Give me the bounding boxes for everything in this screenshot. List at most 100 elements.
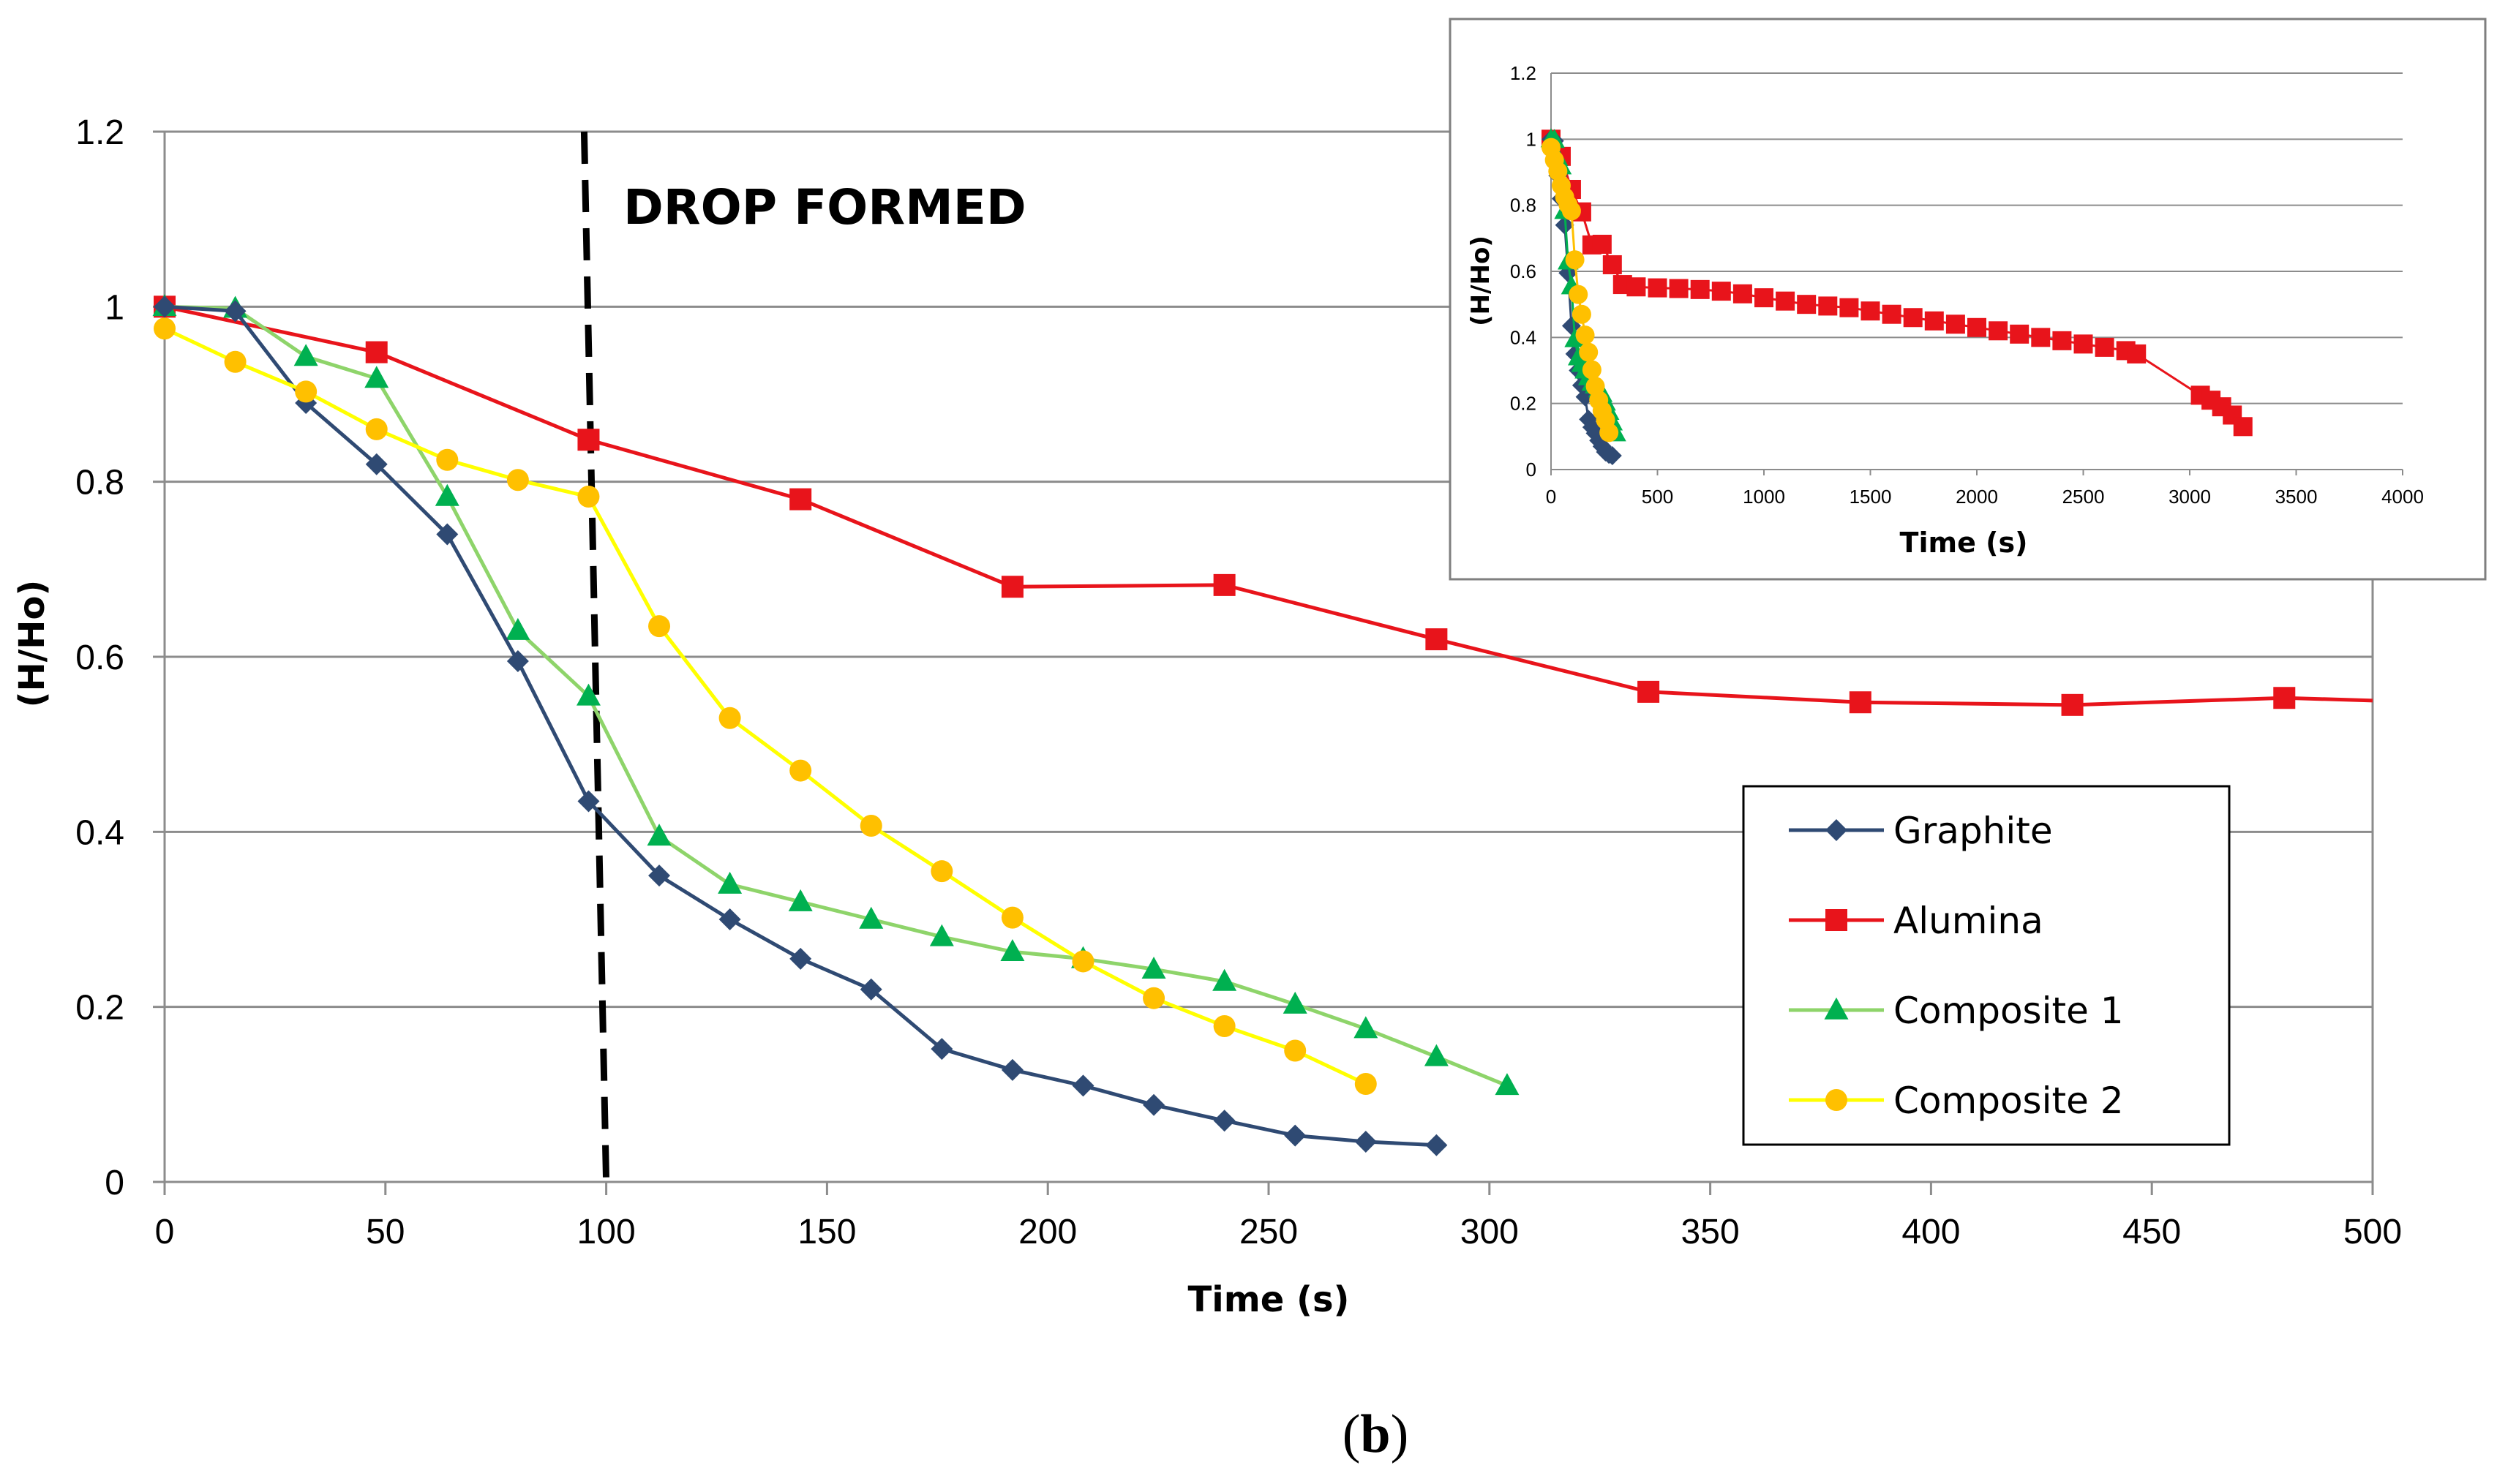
inset-data-point xyxy=(1565,250,1585,270)
data-point xyxy=(364,366,389,388)
data-point xyxy=(1213,1014,1236,1037)
data-point xyxy=(1354,1130,1377,1153)
inset-data-point xyxy=(1602,255,1622,274)
data-point xyxy=(577,790,600,813)
inset-data-point xyxy=(1967,317,1986,337)
data-point xyxy=(931,1038,953,1061)
main-x-tick-label: 150 xyxy=(797,1213,856,1251)
inset-y-axis-title: (H/Ho) xyxy=(1466,236,1495,326)
legend-marker xyxy=(1825,1089,1847,1111)
inset-data-point xyxy=(1599,423,1619,442)
series-composite-2 xyxy=(154,317,1377,1095)
main-y-tick-label: 1 xyxy=(105,288,124,327)
inset-data-point xyxy=(2095,337,2114,357)
data-point xyxy=(931,860,953,883)
data-point xyxy=(2273,687,2296,709)
main-y-tick-label: 0.6 xyxy=(75,639,124,677)
series-line xyxy=(164,304,1437,1148)
inset-data-point xyxy=(1818,296,1838,316)
inset-data-point xyxy=(1989,321,2008,341)
figure-caption: (b) xyxy=(1343,1404,1408,1464)
inset-data-point xyxy=(1732,284,1752,304)
data-point xyxy=(1072,1074,1094,1097)
inset-data-point xyxy=(1945,314,1965,334)
main-x-axis-title: Time (s) xyxy=(1188,1279,1350,1320)
inset-data-point xyxy=(1860,301,1880,321)
drop-formed-line xyxy=(580,131,610,1183)
legend-label: Alumina xyxy=(1893,900,2043,942)
legend-label: Graphite xyxy=(1893,810,2053,852)
data-point xyxy=(365,341,388,364)
data-point xyxy=(435,483,459,506)
legend-marker xyxy=(1824,997,1849,1020)
data-point xyxy=(1000,939,1025,962)
inset-y-tick-label: 0.8 xyxy=(1510,195,1536,216)
data-point xyxy=(860,814,882,837)
main-y-tick-label: 0.2 xyxy=(75,989,124,1028)
legend-marker xyxy=(1825,909,1847,931)
inset-x-tick-label: 3000 xyxy=(2169,486,2211,508)
inset-data-point xyxy=(1575,325,1595,345)
data-point xyxy=(1143,1093,1165,1116)
main-y-tick-label: 1.2 xyxy=(75,113,124,152)
inset-data-point xyxy=(1582,360,1602,380)
data-point xyxy=(224,300,247,323)
inset-data-point xyxy=(1602,446,1622,466)
inset-data-point xyxy=(1548,162,1568,181)
legend: Graphite Alumina Composite 1 Composite 2 xyxy=(1742,785,2231,1146)
main-y-axis-title: (H/Ho) xyxy=(12,580,53,708)
data-point xyxy=(718,908,741,930)
data-point xyxy=(859,906,884,929)
caption-letter: b xyxy=(1360,1404,1390,1464)
data-point xyxy=(154,295,176,318)
inset-data-point xyxy=(1776,291,1795,311)
data-point xyxy=(576,683,601,706)
main-x-tick-label: 250 xyxy=(1239,1213,1298,1251)
main-x-tick-label: 50 xyxy=(366,1213,405,1251)
data-point xyxy=(1001,1058,1024,1081)
inset-series xyxy=(1540,128,2253,466)
data-point xyxy=(1424,1044,1449,1066)
inset-x-axis-title: Time (s) xyxy=(1900,527,2028,559)
data-point xyxy=(577,429,600,451)
series-line xyxy=(163,326,1367,1086)
data-point xyxy=(436,523,459,546)
data-point xyxy=(506,617,530,640)
main-x-tick-label: 400 xyxy=(1901,1213,1960,1251)
data-point xyxy=(506,469,529,491)
drop-formed-label: DROP FORMED xyxy=(623,179,1026,236)
main-series xyxy=(152,294,2373,1156)
inset-series-composite-2 xyxy=(1542,138,1619,442)
data-point xyxy=(647,824,672,846)
data-point xyxy=(1001,576,1024,598)
inset-data-point xyxy=(1839,298,1859,317)
data-point xyxy=(789,947,812,970)
main-x-tick-label: 100 xyxy=(577,1213,636,1251)
data-point xyxy=(436,448,459,471)
data-point xyxy=(154,317,176,340)
main-x-tick-label: 450 xyxy=(2122,1213,2181,1251)
data-point xyxy=(365,418,388,440)
inset-data-point xyxy=(1903,308,1923,328)
series-line xyxy=(164,304,2373,707)
main-x-tick-label: 0 xyxy=(155,1213,175,1251)
caption-open: ( xyxy=(1343,1404,1361,1464)
inset-y-tick-label: 0.4 xyxy=(1510,326,1536,348)
data-point xyxy=(577,486,600,508)
main-y-tick-labels: 0 0.2 0.4 0.6 0.8 1 1.2 xyxy=(75,113,124,1202)
main-y-tick-label: 0 xyxy=(105,1164,124,1202)
inset-x-tick-label: 2000 xyxy=(1956,486,1998,508)
data-point xyxy=(224,350,247,373)
inset-data-point xyxy=(1797,295,1817,314)
data-point xyxy=(1212,968,1237,991)
inset-y-tick-labels: 0 0.2 0.4 0.6 0.8 1 1.2 xyxy=(1510,62,1536,481)
main-x-tick-label: 300 xyxy=(1460,1213,1519,1251)
inset-data-point xyxy=(1592,234,1612,254)
data-point xyxy=(295,380,318,403)
caption-close: ) xyxy=(1391,1404,1409,1464)
inset-data-point xyxy=(1924,311,1944,331)
inset-data-point xyxy=(1648,278,1667,298)
data-point xyxy=(1495,1073,1520,1096)
data-point xyxy=(293,344,318,366)
